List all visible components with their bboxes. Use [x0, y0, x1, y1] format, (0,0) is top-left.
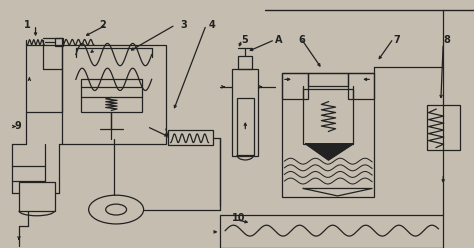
Bar — [348, 73, 374, 99]
Text: 5: 5 — [242, 35, 248, 45]
Bar — [168, 130, 213, 145]
Text: 4: 4 — [209, 20, 215, 30]
Bar — [55, 38, 63, 46]
Bar — [238, 56, 252, 69]
Bar — [237, 98, 254, 155]
Bar — [427, 105, 460, 150]
Text: 2: 2 — [100, 20, 106, 30]
Bar — [26, 45, 62, 112]
Text: 9: 9 — [14, 122, 21, 131]
Bar — [282, 73, 374, 197]
Text: 6: 6 — [299, 35, 305, 45]
Text: 7: 7 — [393, 35, 400, 45]
Text: 3: 3 — [180, 20, 187, 30]
Bar — [282, 73, 308, 99]
Bar — [308, 73, 348, 86]
Text: 1: 1 — [24, 20, 30, 30]
Bar — [62, 45, 166, 144]
Polygon shape — [306, 144, 353, 160]
Text: 10: 10 — [232, 213, 246, 223]
Bar — [81, 79, 142, 112]
Text: 8: 8 — [443, 35, 450, 45]
Bar — [303, 89, 353, 144]
Text: A: A — [275, 35, 283, 45]
Bar — [19, 182, 55, 211]
Bar — [232, 69, 258, 156]
Bar — [220, 215, 443, 248]
